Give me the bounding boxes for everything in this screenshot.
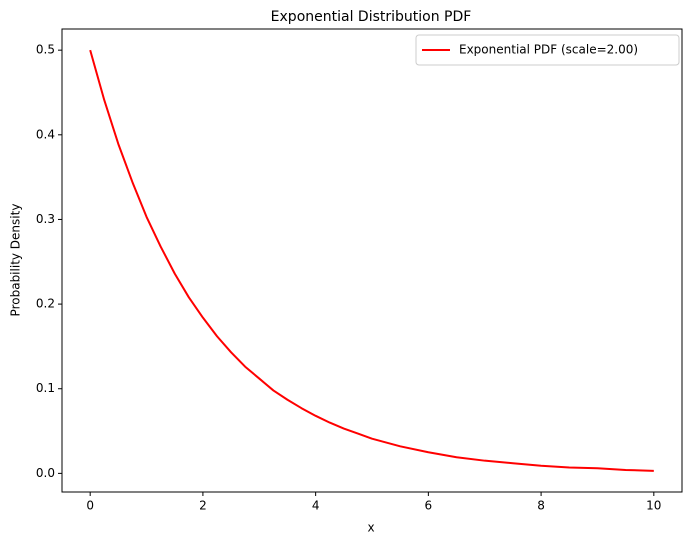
y-tick-label: 0.1 [36, 381, 55, 395]
y-tick-label: 0.2 [36, 297, 55, 311]
x-tick-label: 0 [86, 499, 94, 513]
chart-title: Exponential Distribution PDF [271, 9, 472, 25]
y-axis-label: Probability Density [9, 204, 23, 317]
x-axis-label: x [367, 521, 374, 535]
y-tick-label: 0.4 [36, 127, 55, 141]
line [89, 49, 654, 472]
x-tick-label: 2 [199, 499, 207, 513]
y-tick-label: 0.5 [36, 43, 55, 57]
y-tick-label: 0.3 [36, 212, 55, 226]
x-tick-label: 8 [537, 499, 545, 513]
legend-label: Exponential PDF (scale=2.00) [459, 43, 638, 57]
x-tick-label: 4 [312, 499, 320, 513]
x-tick-label: 6 [425, 499, 433, 513]
y-tick-label: 0.0 [36, 466, 55, 480]
x-tick-label: 10 [646, 499, 661, 513]
axes-frame [61, 28, 683, 493]
legend-box [415, 34, 680, 66]
